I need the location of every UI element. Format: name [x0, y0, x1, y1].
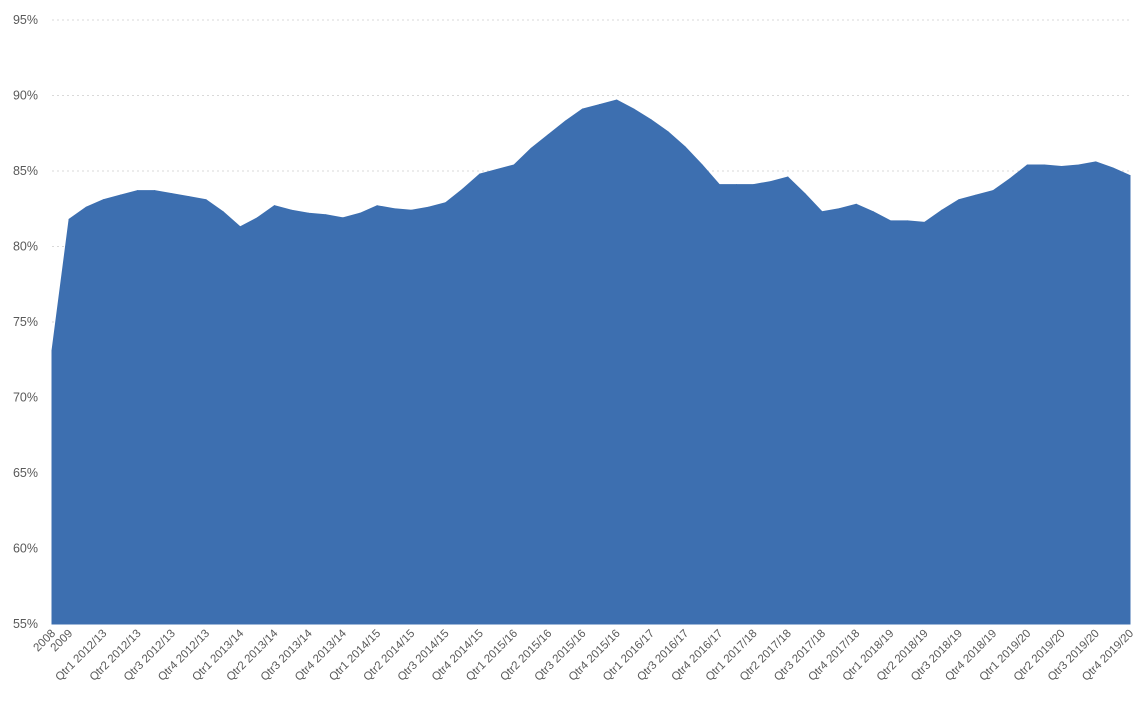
- data-point: [359, 212, 361, 214]
- data-point: [599, 104, 601, 106]
- data-point: [564, 120, 566, 122]
- data-point: [633, 108, 635, 110]
- data-point: [1043, 164, 1045, 166]
- data-point: [1129, 175, 1131, 177]
- data-point: [530, 147, 532, 149]
- y-tick-label: 85%: [13, 164, 38, 178]
- data-point: [855, 203, 857, 205]
- data-point: [513, 164, 515, 166]
- data-point: [753, 184, 755, 186]
- data-point: [137, 190, 139, 192]
- data-point: [872, 211, 874, 213]
- data-point: [889, 220, 891, 222]
- data-point: [1009, 178, 1011, 180]
- data-point: [735, 184, 737, 186]
- data-point: [119, 194, 121, 196]
- y-tick-label: 60%: [13, 542, 38, 556]
- data-point: [804, 193, 806, 195]
- data-point: [1112, 167, 1114, 169]
- data-point: [462, 188, 464, 190]
- series-area: [51, 99, 1131, 625]
- data-point: [718, 184, 720, 186]
- data-point: [701, 164, 703, 166]
- data-point: [941, 209, 943, 211]
- data-point: [684, 146, 686, 148]
- data-point: [85, 206, 87, 208]
- y-tick-label: 95%: [13, 13, 38, 27]
- y-tick-label: 75%: [13, 315, 38, 329]
- data-point: [547, 134, 549, 136]
- data-point: [273, 205, 275, 207]
- data-point: [975, 194, 977, 196]
- y-tick-label: 55%: [13, 617, 38, 631]
- data-point: [496, 168, 498, 170]
- data-point: [239, 226, 241, 228]
- data-point: [308, 212, 310, 214]
- data-point: [667, 131, 669, 133]
- data-point: [342, 217, 344, 219]
- y-tick-label: 90%: [13, 89, 38, 103]
- data-point: [171, 193, 173, 195]
- data-point: [68, 218, 70, 220]
- data-point: [205, 199, 207, 201]
- data-point: [51, 350, 53, 352]
- data-point: [376, 205, 378, 207]
- y-tick-label: 80%: [13, 240, 38, 254]
- data-point: [924, 221, 926, 223]
- data-point: [1078, 164, 1080, 166]
- data-point: [650, 119, 652, 121]
- data-point: [325, 214, 327, 216]
- data-point: [770, 181, 772, 183]
- data-point: [907, 220, 909, 222]
- data-point: [393, 208, 395, 210]
- y-tick-label: 70%: [13, 391, 38, 405]
- data-point: [479, 173, 481, 175]
- data-point: [992, 190, 994, 192]
- data-point: [222, 211, 224, 213]
- data-point: [1026, 164, 1028, 166]
- data-point: [154, 190, 156, 192]
- data-point: [427, 206, 429, 208]
- data-point: [838, 208, 840, 210]
- data-point: [445, 202, 447, 204]
- data-point: [616, 99, 618, 101]
- data-point: [291, 209, 293, 211]
- data-point: [410, 209, 412, 211]
- data-point: [256, 217, 258, 219]
- data-point: [958, 199, 960, 201]
- data-point: [1061, 165, 1063, 167]
- data-point: [1095, 161, 1097, 163]
- data-point: [188, 196, 190, 198]
- data-point: [787, 176, 789, 178]
- data-point: [581, 108, 583, 110]
- data-point: [821, 211, 823, 213]
- data-point: [102, 199, 104, 201]
- y-tick-label: 65%: [13, 466, 38, 480]
